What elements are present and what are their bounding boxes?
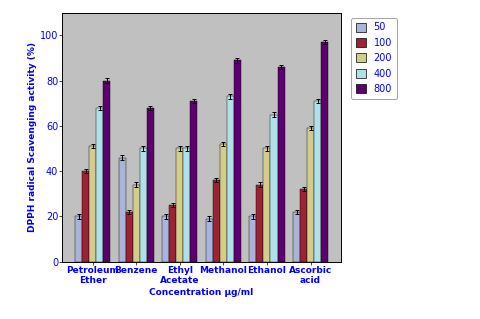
- Bar: [147, 108, 154, 262]
- Bar: [169, 205, 176, 262]
- Bar: [191, 101, 197, 262]
- Bar: [307, 128, 314, 262]
- Bar: [206, 219, 213, 262]
- Bar: [119, 158, 126, 262]
- X-axis label: Concentration μg/ml: Concentration μg/ml: [149, 288, 254, 297]
- Bar: [227, 96, 234, 262]
- Bar: [277, 67, 285, 262]
- Y-axis label: DPPH radical Scavenging activity (%): DPPH radical Scavenging activity (%): [28, 42, 37, 232]
- Bar: [176, 148, 183, 262]
- Bar: [103, 81, 110, 262]
- Bar: [256, 185, 264, 262]
- Bar: [82, 171, 89, 262]
- Bar: [321, 42, 328, 262]
- Bar: [96, 108, 103, 262]
- Bar: [314, 101, 321, 262]
- Bar: [220, 144, 227, 262]
- Bar: [234, 60, 241, 262]
- Bar: [213, 180, 220, 262]
- Bar: [250, 216, 256, 262]
- Bar: [300, 189, 307, 262]
- Bar: [132, 185, 140, 262]
- Bar: [293, 212, 300, 262]
- Bar: [140, 148, 147, 262]
- Bar: [75, 216, 82, 262]
- Bar: [126, 212, 132, 262]
- Bar: [89, 146, 96, 262]
- Bar: [271, 115, 277, 262]
- Bar: [162, 216, 169, 262]
- Bar: [183, 148, 191, 262]
- Legend: 50, 100, 200, 400, 800: 50, 100, 200, 400, 800: [351, 18, 397, 99]
- Bar: [264, 148, 271, 262]
